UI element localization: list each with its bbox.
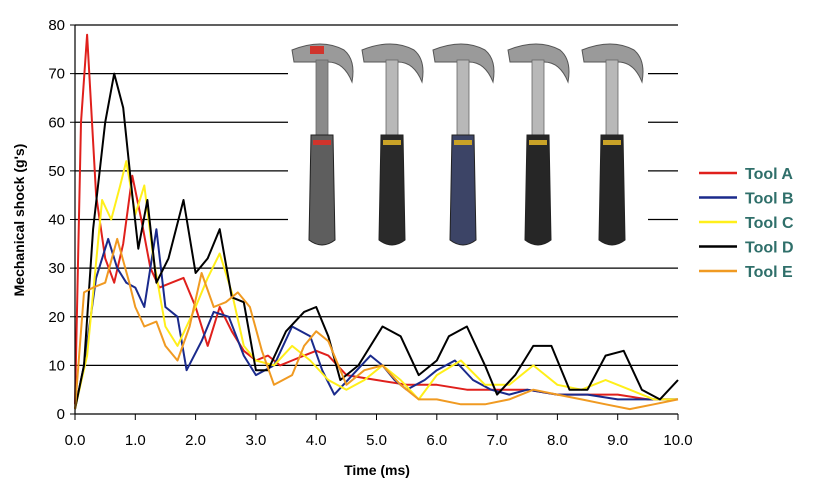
hammer-b-icon — [361, 43, 424, 246]
series-line-tool-e — [74, 237, 679, 411]
legend-label: Tool A — [745, 166, 793, 183]
hammer-a-icon — [291, 43, 354, 246]
x-tick-label: 1.0 — [125, 432, 146, 449]
legend-label: Tool B — [745, 191, 794, 208]
axes — [70, 24, 679, 420]
legend-label: Tool E — [745, 264, 793, 281]
y-tick-label: 70 — [48, 66, 65, 83]
y-axis-title: Mechanical shock (g's) — [11, 144, 27, 297]
legend-label: Tool C — [745, 215, 794, 232]
y-tick-label: 40 — [48, 212, 65, 229]
y-tick-label: 20 — [48, 309, 65, 326]
x-tick-label: 2.0 — [185, 432, 206, 449]
x-tick-label: 6.0 — [426, 432, 447, 449]
y-tick-label: 80 — [48, 17, 65, 34]
hammer-photos-inset — [288, 38, 648, 250]
y-tick-label: 10 — [48, 357, 65, 374]
hammer-a-mark — [310, 46, 324, 54]
tick-labels: 0.0 1.0 2.0 3.0 4.0 5.0 6.0 7.0 8.0 9.0 10.0 0 10 20 3… — [48, 17, 692, 449]
hammer-c-icon — [432, 43, 495, 246]
y-tick-label: 0 — [57, 406, 65, 423]
x-tick-label: 8.0 — [547, 432, 568, 449]
x-tick-label: 4.0 — [306, 432, 327, 449]
x-tick-label: 5.0 — [366, 432, 387, 449]
hammer-e-icon — [581, 43, 644, 246]
y-tick-label: 50 — [48, 163, 65, 180]
x-tick-label: 10.0 — [663, 432, 692, 449]
legend-label: Tool D — [745, 240, 794, 257]
y-tick-label: 30 — [48, 260, 65, 277]
x-tick-label: 7.0 — [487, 432, 508, 449]
y-tick-label: 60 — [48, 114, 65, 131]
legend: Tool A Tool B Tool C Tool D Tool E — [699, 166, 794, 281]
series-line-tool-d — [74, 72, 679, 410]
x-tick-label: 9.0 — [607, 432, 628, 449]
x-tick-label: 3.0 — [245, 432, 266, 449]
x-tick-label: 0.0 — [65, 432, 86, 449]
hammer-d-icon — [507, 43, 570, 246]
series-line-tool-b — [74, 228, 678, 410]
series-lines — [74, 33, 679, 411]
x-axis-title: Time (ms) — [344, 462, 410, 478]
